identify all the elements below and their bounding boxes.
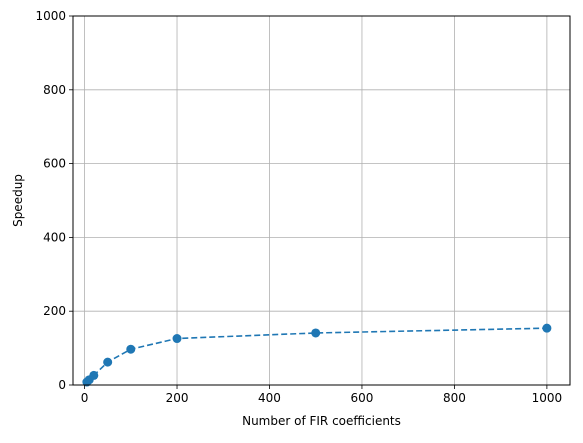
y-tick-label: 200 [43,304,66,318]
y-tick-label: 400 [43,230,66,244]
data-point [542,323,552,333]
y-tick-label: 0 [58,378,66,392]
data-point [311,328,321,338]
x-tick-label: 200 [166,391,189,405]
x-tick-label: 600 [351,391,374,405]
y-tick-label: 1000 [35,9,66,23]
axis-ticks: 0 200 400 600 800 1000 0 200 400 600 800 1000 [35,9,562,405]
data-point [103,357,113,367]
data-point [126,344,136,354]
x-tick-label: 1000 [532,391,563,405]
y-axis-label: Speedup [11,174,25,227]
series-layer [82,323,552,387]
x-axis-label: Number of FIR coefficients [242,414,401,428]
data-point [172,334,182,344]
plot-frame [72,15,571,386]
x-tick-label: 800 [443,391,466,405]
grid [73,15,570,386]
x-tick-label: 400 [258,391,281,405]
y-tick-label: 800 [43,83,66,97]
x-tick-label: 0 [81,391,89,405]
data-point [89,370,99,380]
y-tick-label: 600 [43,157,66,171]
